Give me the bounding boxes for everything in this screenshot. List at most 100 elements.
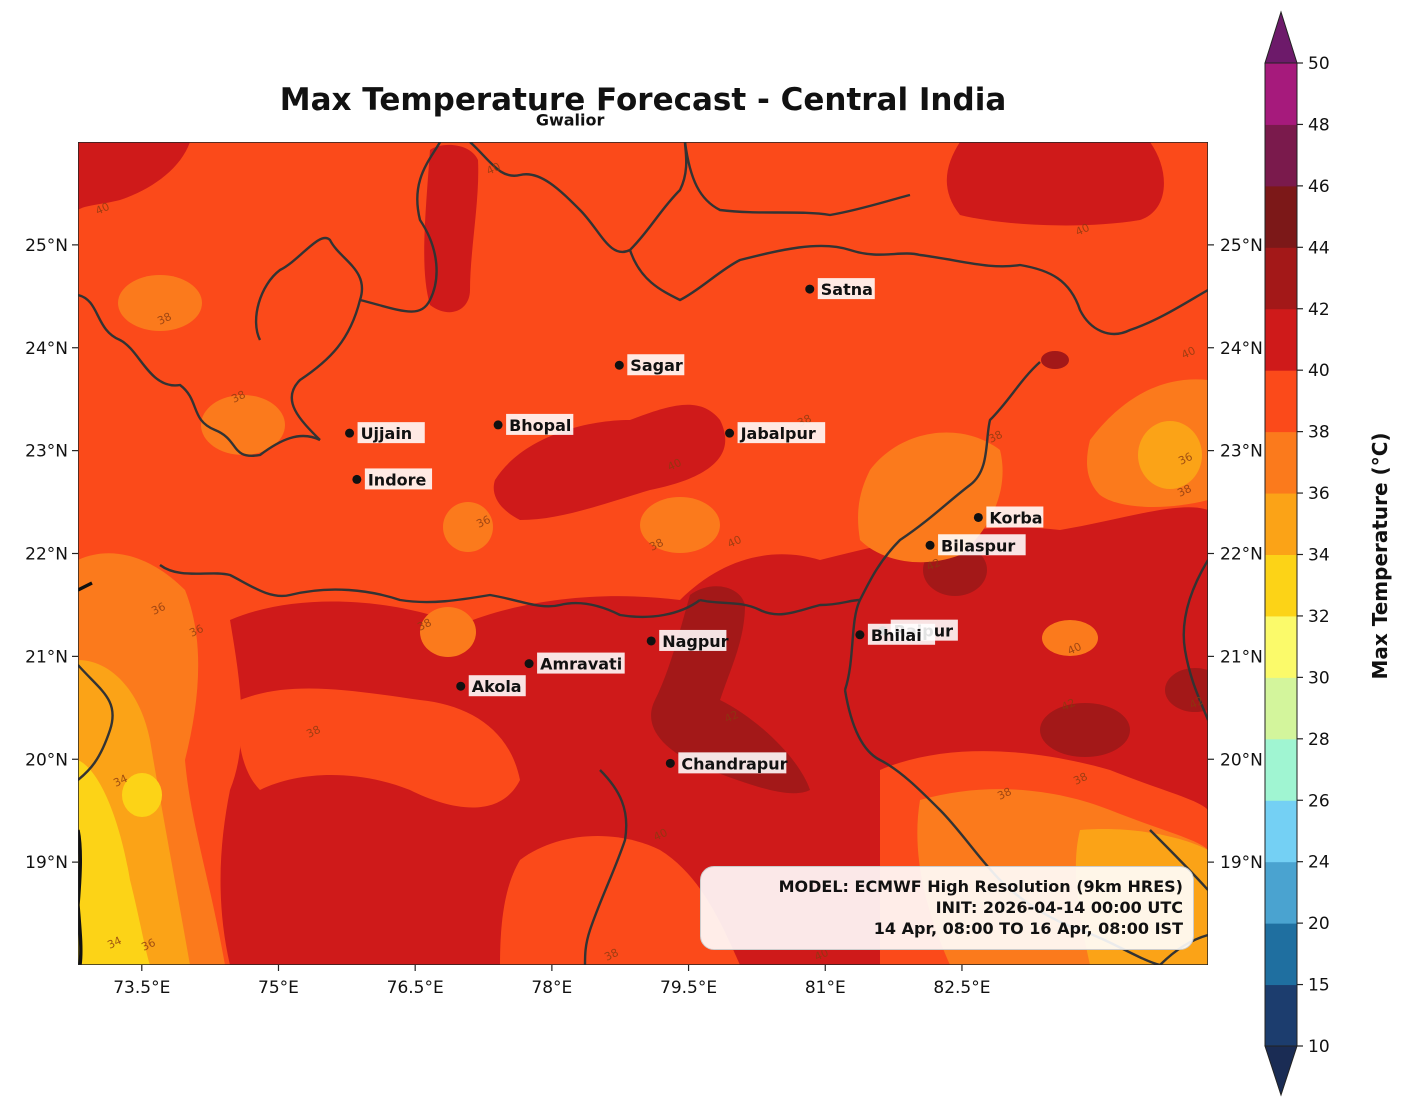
colorbar-segment [1265,800,1297,863]
contour-label: 36 [139,936,157,954]
colorbar-tick-label: 46 [1308,177,1330,197]
city-dot [855,630,865,640]
colorbar-segment [1265,554,1297,617]
city-ujjain: Ujjain [345,422,425,444]
lat-tick-label-right: 24°N [1220,339,1263,359]
lon-tick-label: 73.5°E [113,978,170,998]
lon-tick-label: 78°E [531,978,572,998]
city-dot [493,420,503,430]
temp-zone-36-d [640,497,720,553]
city-label: Akola [472,677,522,696]
lat-tick-label-left: 24°N [25,339,68,359]
colorbar-tick-label: 15 [1308,976,1330,996]
lat-tick-label-left: 25°N [25,236,68,256]
contour-label: 40 [93,200,111,218]
temp-zone-32-spot [122,773,162,817]
city-label-bg [938,534,1026,556]
contour-label: 40 [1065,640,1083,658]
colorbar-tick-label: 28 [1308,730,1330,750]
lon-tick-label: 81°E [805,978,846,998]
lon-axis: 73.5°E 75°E 76.5°E 78°E 79.5°E 81°E 82.5°E [113,965,990,998]
city-dot [352,474,362,484]
colorbar-segment [1265,615,1297,678]
city-satna: Satna [805,278,875,300]
map-panel [78,142,1208,965]
contour-label: 38 [986,428,1004,446]
temp-zone-36-e [420,607,476,657]
city-dot [646,636,656,646]
city-dot [614,360,624,370]
city-label: Jabalpur [740,424,816,443]
colorbar-segment [1265,63,1297,125]
city-akola: Akola [456,675,526,697]
city-markers: Gwalior Satna Sagar Ujjain Bhopal Jabalpur Ind… [345,110,1044,774]
colorbar-tick-label: 38 [1308,423,1330,443]
city-label: Chandrapur [681,754,787,773]
temp-zone-32-west [78,760,150,965]
temp-zone-36-c [443,502,493,552]
model-info-line: MODEL: ECMWF High Resolution (9km HRES) [778,877,1183,896]
city-label: Indore [368,470,427,489]
city-jabalpur: Jabalpur [725,422,826,444]
contour-label: 40 [812,946,830,964]
city-label-bg [817,278,875,300]
contour-label: 38 [1175,482,1193,500]
colorbar-under-arrow [1264,1045,1298,1097]
city-bilaspur: Bilaspur [925,534,1026,556]
temp-zone-36-a [118,275,202,331]
city-korba: Korba [973,506,1044,528]
colorbar-segment [1265,308,1297,371]
contour-label: 40 [665,456,683,474]
lon-tick-label: 75°E [258,978,299,998]
colorbar-tick-label: 48 [1308,115,1330,135]
city-label: Gwalior [536,110,605,129]
city-indore: Indore [352,468,433,490]
lat-tick-label-left: 23°N [25,442,68,462]
colorbar-tick-label: 40 [1308,361,1330,381]
lon-tick-label: 79.5°E [660,978,717,998]
city-label: Korba [989,508,1042,527]
colorbar-tick-label: 36 [1308,484,1330,504]
contour-label: 40 [484,160,502,178]
colorbar-over-arrow [1264,10,1298,64]
city-label-bg [867,623,936,645]
colorbar-tick-label: 26 [1308,791,1330,811]
city-dot [973,512,983,522]
city-dot [665,758,675,768]
colorbar-tick-label: 34 [1308,546,1330,566]
city-label-bg [678,752,787,774]
colorbar-segment [1265,738,1297,801]
contour-label: 40 [651,826,669,844]
contour-label: 36 [474,513,492,531]
temp-zone-40-northeast [946,142,1164,226]
lat-tick-label-left: 20°N [25,750,68,770]
city-sagar: Sagar [614,354,685,376]
lat-tick-label-left: 21°N [25,647,68,667]
city-label: Satna [821,280,873,299]
colorbar-segment [1265,923,1297,986]
temp-zone-38-h [1042,620,1098,656]
contour-label: 38 [995,785,1013,803]
temp-zone-40-central [493,404,726,520]
contour-label: 40 [725,533,743,551]
colorbar-segment [1265,984,1297,1047]
contour-label: 36 [149,600,167,618]
lat-tick-label-right: 21°N [1220,647,1263,667]
city-label: Ujjain [361,424,413,443]
city-dot [925,540,935,550]
city-label: Sagar [630,356,683,375]
contour-label: 40 [1073,221,1091,239]
contour-label: 40 [1179,344,1197,362]
lon-tick-label: 76.5°E [387,978,444,998]
city-bhilai: Bhilai [855,623,936,645]
temp-zone-36-f [858,432,1003,563]
temp-hole-38-b [500,836,740,965]
colorbar-tick-label: 24 [1308,853,1330,873]
contour-label: 38 [647,536,665,554]
colorbar-segment [1265,493,1297,555]
colorbar-segment [1265,431,1297,494]
city-nagpur: Nagpur [646,629,729,651]
city-dot [805,284,815,294]
colorbar-tick-label: 42 [1308,300,1330,320]
city-label: Amravati [540,655,622,674]
